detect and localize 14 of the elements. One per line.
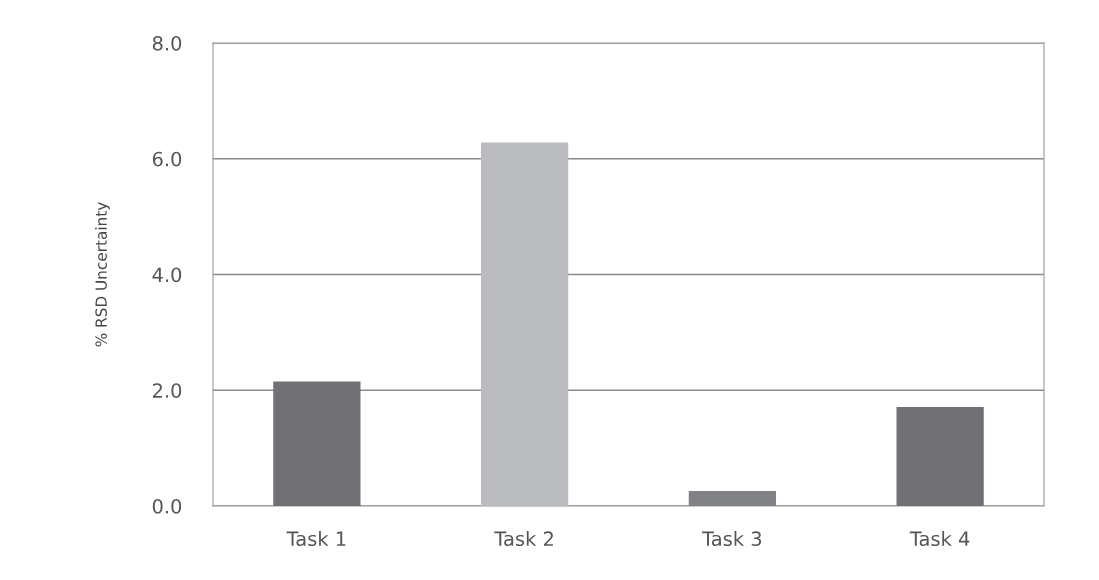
y-tick-label: 2.0 (152, 383, 182, 398)
y-tick-label: 8.0 (152, 35, 182, 51)
bar (688, 490, 776, 506)
bar (481, 142, 569, 506)
y-axis-title: % RSD Uncertainty (95, 202, 110, 347)
y-tick-label: 0.0 (152, 498, 182, 514)
bar (896, 407, 984, 506)
x-tick-label: Task 2 (494, 531, 553, 547)
bar (273, 381, 361, 506)
x-tick-label: Task 3 (702, 531, 762, 547)
x-tick-label: Task 4 (909, 531, 970, 547)
y-tick-label: 6.0 (152, 151, 182, 167)
x-tick-label: Task 1 (286, 531, 346, 547)
y-tick-label: 4.0 (152, 267, 182, 283)
